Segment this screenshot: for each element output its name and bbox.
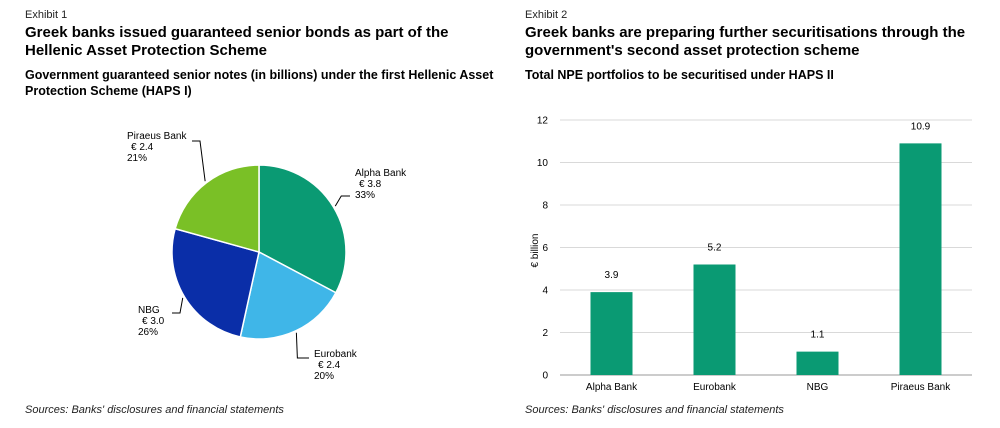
x-tick-label-alpha-bank: Alpha Bank	[586, 382, 638, 393]
y-tick-label-12: 12	[537, 116, 549, 127]
exhibit-1-label: Exhibit 1	[25, 9, 68, 21]
bar-value-label-eurobank: 5.2	[708, 243, 722, 254]
pie-slice-nbg	[171, 227, 260, 338]
bar-chart: 0 2 4 6 8 10 12 € billion 3.9 Alpha Bank 5.2 Euroba…	[530, 116, 972, 393]
exhibit-1-title: Greek banks issued guaranteed senior bon…	[25, 24, 449, 59]
leader-line-eurobank	[295, 332, 309, 359]
bar-value-label-alpha-bank: 3.9	[605, 270, 619, 281]
y-tick-label-8: 8	[542, 201, 548, 212]
bar-nbg	[796, 351, 839, 375]
pie-label-piraeus-bank-percent: 21%	[127, 153, 147, 164]
y-tick-label-6: 6	[542, 243, 548, 254]
x-tick-label-piraeus-bank: Piraeus Bank	[891, 382, 951, 393]
pie-slice-eurobank	[239, 250, 337, 340]
x-tick-label-nbg: NBG	[807, 382, 829, 393]
exhibit-2-subtitle: Total NPE portfolios to be securitised u…	[525, 68, 834, 82]
bar-value-label-nbg: 1.1	[811, 330, 825, 341]
exhibit-2-panel: Exhibit 2 Greek banks are preparing furt…	[500, 0, 1000, 428]
leader-line-piraeus-bank	[192, 140, 206, 182]
pie-label-piraeus-bank-name: Piraeus Bank	[127, 131, 187, 142]
y-tick-label-0: 0	[542, 371, 548, 382]
y-tick-label-4: 4	[542, 286, 548, 297]
pie-label-nbg-value: € 3.0	[142, 316, 165, 327]
exhibit-2-label: Exhibit 2	[525, 9, 568, 21]
pie-label-alpha-bank-name: Alpha Bank	[355, 168, 407, 179]
pie-label-eurobank-name: Eurobank	[314, 349, 358, 360]
pie-label-nbg-name: NBG	[138, 305, 160, 316]
exhibit-1-subtitle: Government guaranteed senior notes (in b…	[25, 68, 494, 98]
pie-label-eurobank-percent: 20%	[314, 371, 334, 382]
y-axis-label: € billion	[530, 234, 541, 268]
pie-label-nbg-percent: 26%	[138, 327, 158, 338]
y-tick-label-10: 10	[537, 158, 549, 169]
exhibit-1-panel: Exhibit 1 Greek banks issued guaranteed …	[25, 9, 494, 416]
leader-line-alpha-bank	[334, 195, 350, 207]
bar-piraeus-bank	[899, 143, 942, 375]
leader-line-nbg	[172, 297, 184, 314]
x-tick-label-eurobank: Eurobank	[693, 382, 737, 393]
exhibit-2-title: Greek banks are preparing further securi…	[525, 24, 966, 59]
y-tick-label-2: 2	[542, 328, 548, 339]
exhibit-2-source: Sources: Banks' disclosures and financia…	[525, 404, 784, 416]
pie-slice-piraeus-bank	[174, 164, 260, 253]
pie-slice-alpha-bank	[258, 164, 347, 294]
bar-value-label-piraeus-bank: 10.9	[911, 121, 931, 132]
pie-label-alpha-bank-value: € 3.8	[359, 179, 382, 190]
exhibit-1-source: Sources: Banks' disclosures and financia…	[25, 404, 284, 416]
pie-label-piraeus-bank-value: € 2.4	[131, 142, 154, 153]
pie-label-alpha-bank-percent: 33%	[355, 190, 375, 201]
pie-chart: Alpha Bank€ 3.833%Eurobank€ 2.420%NBG€ 3…	[127, 131, 407, 382]
bar-alpha-bank	[590, 292, 633, 375]
bar-eurobank	[693, 264, 736, 375]
pie-label-eurobank-value: € 2.4	[318, 360, 341, 371]
